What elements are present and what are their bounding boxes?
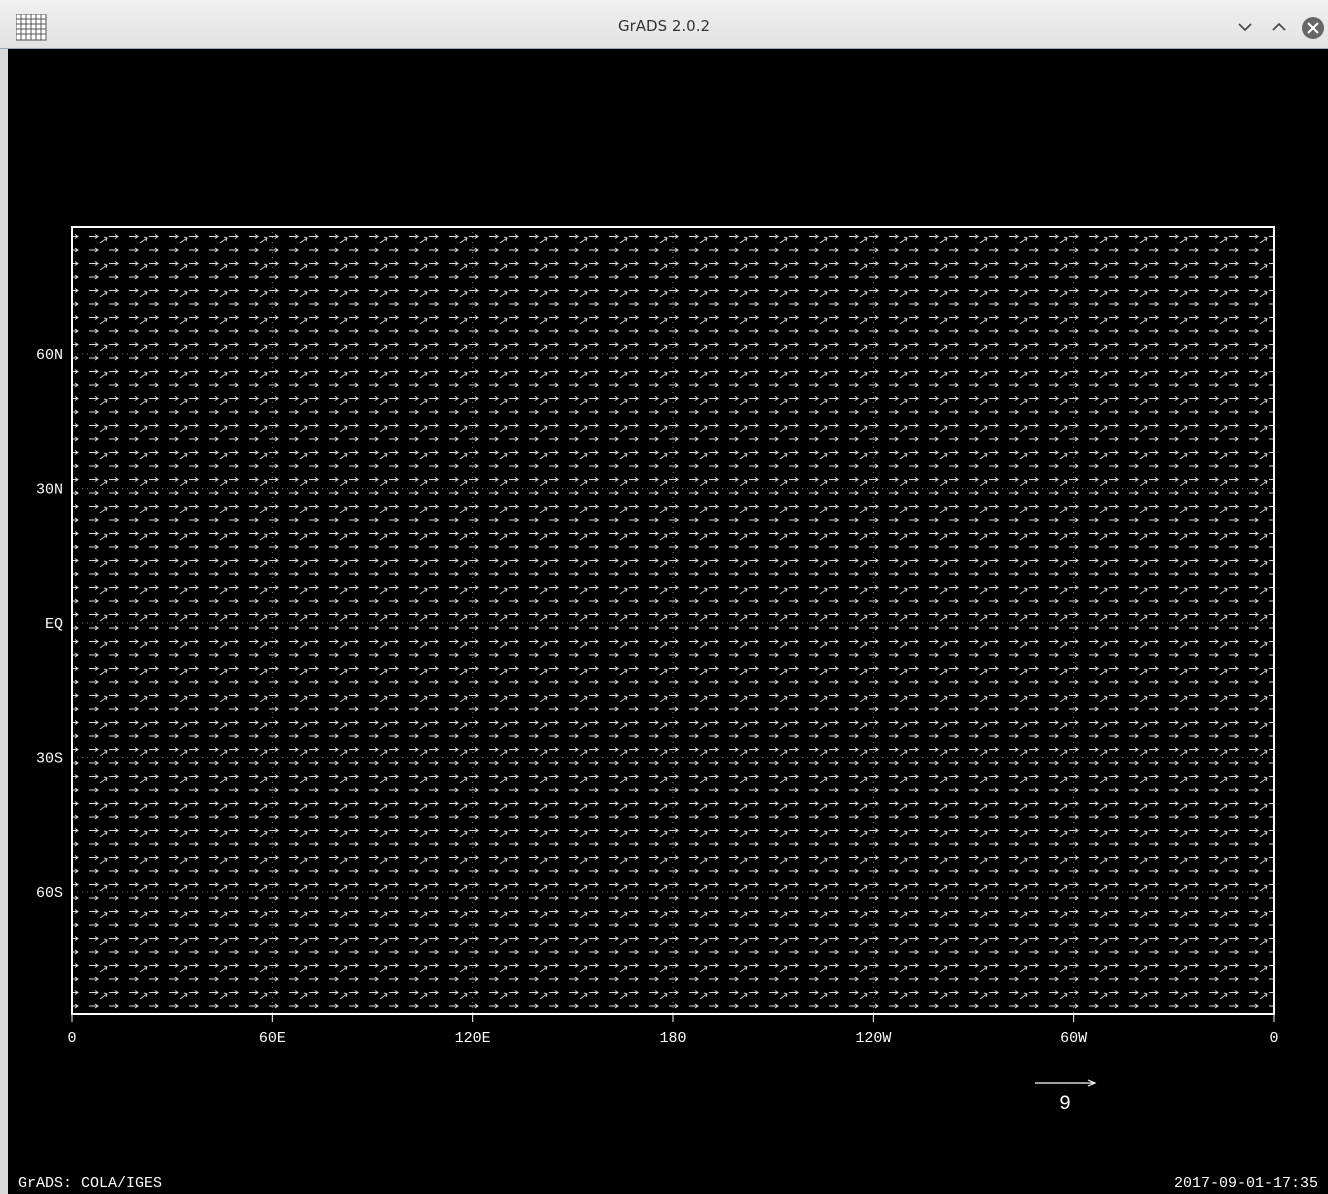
minimize-button[interactable] — [1239, 24, 1251, 30]
x-axis-label: 0 — [67, 1030, 76, 1047]
y-axis-label: 60N — [36, 347, 63, 364]
footer-right: 2017-09-01-17:35 — [1174, 1175, 1318, 1192]
page: GrADS 2.0.2 9 GrADS: COLA/IGES 2017-09-0… — [0, 0, 1328, 1194]
y-axis-label: EQ — [45, 616, 63, 633]
window-title: GrADS 2.0.2 — [0, 17, 1328, 35]
close-button[interactable] — [1302, 17, 1324, 39]
x-axis-label: 120W — [855, 1030, 891, 1047]
window-controls — [1232, 8, 1328, 48]
y-axis-label: 60S — [36, 885, 63, 902]
footer-left: GrADS: COLA/IGES — [18, 1175, 162, 1192]
reference-vector-label: 9 — [1059, 1093, 1071, 1116]
x-axis-label: 180 — [659, 1030, 686, 1047]
x-axis-label: 120E — [455, 1030, 491, 1047]
x-axis-label: 60E — [259, 1030, 286, 1047]
x-axis-label: 60W — [1060, 1030, 1087, 1047]
vector-field — [72, 227, 1274, 1014]
title-bar: GrADS 2.0.2 — [0, 0, 1328, 49]
x-axis-label: 0 — [1269, 1030, 1278, 1047]
plot-canvas: 9 GrADS: COLA/IGES 2017-09-01-17:35 60N 3… — [8, 49, 1328, 1194]
maximize-button[interactable] — [1273, 24, 1285, 30]
y-axis-label: 30S — [36, 751, 63, 768]
y-axis-label: 30N — [36, 482, 63, 499]
